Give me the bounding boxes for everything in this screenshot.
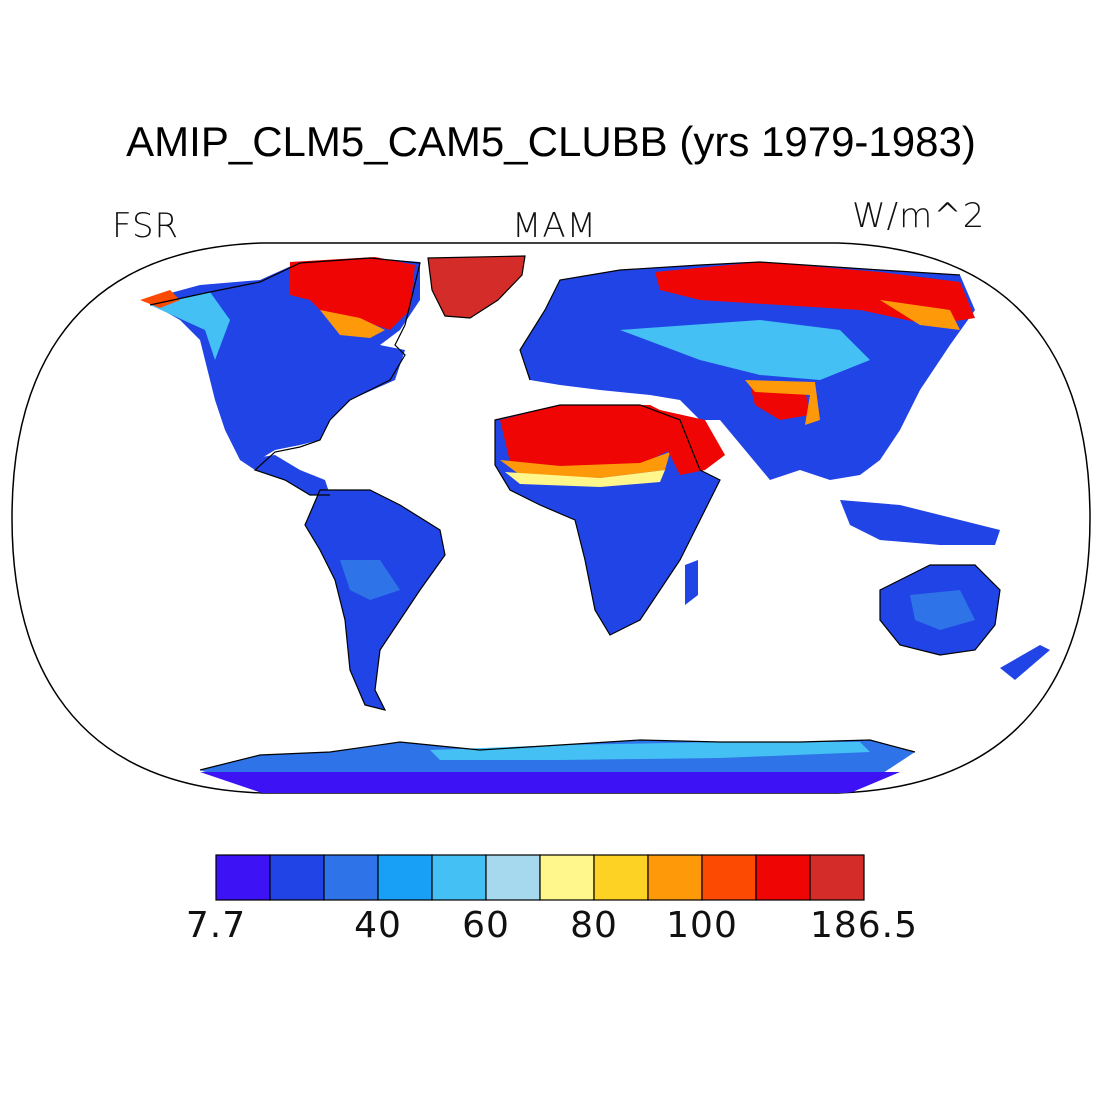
alaska-red xyxy=(140,290,180,308)
colorbar-tick-label: 60 xyxy=(462,905,510,946)
arabia-red xyxy=(660,410,725,475)
map-title: AMIP_CLM5_CAM5_CLUBB (yrs 1979-1983) xyxy=(126,118,976,165)
indonesia xyxy=(840,500,1000,545)
colorbar-box xyxy=(485,854,541,901)
colorbar-box xyxy=(377,854,433,901)
south-america xyxy=(305,490,445,710)
central-america xyxy=(240,455,330,495)
tibet-orange xyxy=(745,380,820,425)
madagascar xyxy=(685,560,698,605)
asia-light xyxy=(620,320,870,380)
colorbar-box xyxy=(593,854,649,901)
land-field xyxy=(140,256,1050,793)
colorbar-box xyxy=(323,854,379,901)
colorbar-tick-label: 40 xyxy=(354,905,402,946)
colorbar-box xyxy=(269,854,325,901)
units-label: W/m^2 xyxy=(852,196,986,236)
coastlines xyxy=(149,255,1001,771)
colorbar-box xyxy=(539,854,595,901)
colorbar-box xyxy=(431,854,487,901)
sahel-yellow xyxy=(505,470,665,487)
colorbar-tick-label: 100 xyxy=(666,905,738,946)
sahara-orange-band xyxy=(500,452,670,478)
colorbar-box xyxy=(647,854,703,901)
australia-center xyxy=(910,590,975,630)
sahara-red xyxy=(500,405,680,468)
south-america-east xyxy=(340,560,400,600)
colorbar-box xyxy=(755,854,811,901)
colorbar-box xyxy=(701,854,757,901)
new-zealand xyxy=(1000,645,1050,680)
antarctica-edge xyxy=(200,772,900,793)
season-label: MAM xyxy=(512,206,597,246)
colorbar-tick-label: 7.7 xyxy=(185,905,247,946)
colorbar-box xyxy=(809,854,865,901)
colorbar-tick-label: 80 xyxy=(570,905,618,946)
siberia-orange xyxy=(880,300,960,330)
colorbar-box xyxy=(215,854,271,901)
colorbar-tick-label: 186.5 xyxy=(809,905,919,946)
canada-orange xyxy=(320,310,385,338)
variable-label: FSR xyxy=(112,206,180,246)
north-america-west xyxy=(150,292,230,360)
greenland xyxy=(428,256,525,318)
canada-north-red xyxy=(290,257,415,330)
